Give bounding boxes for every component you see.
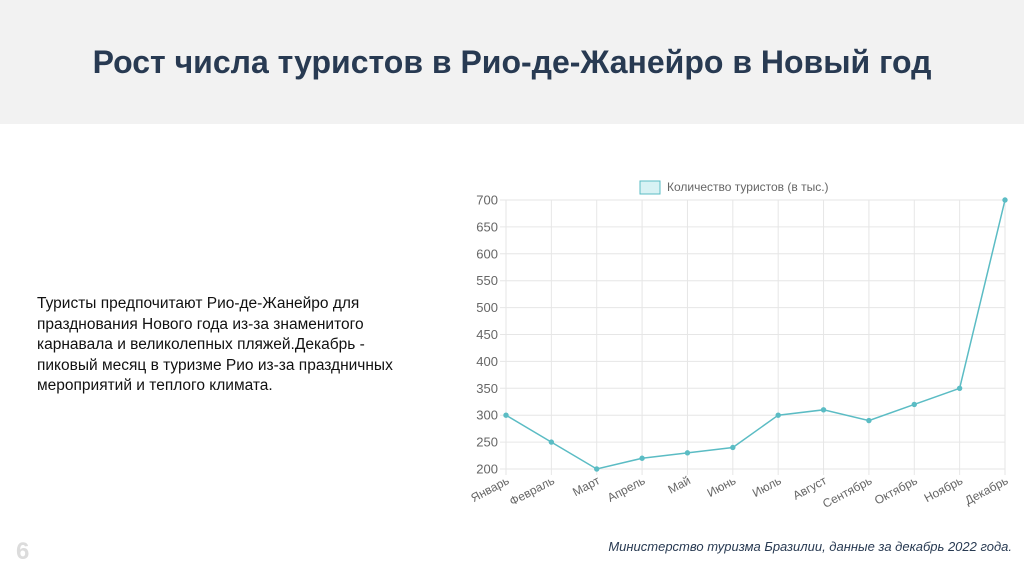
x-tick-label: Сентябрь (820, 473, 874, 511)
data-point (866, 417, 872, 424)
y-tick-label: 300 (476, 408, 498, 423)
slide-title: Рост числа туристов в Рио-де-Жанейро в Н… (92, 44, 932, 80)
x-tick-label: Март (570, 473, 602, 499)
x-tick-label: Октябрь (872, 473, 920, 507)
page-number: 6 (16, 538, 30, 565)
data-point (548, 439, 555, 445)
data-point (911, 401, 917, 408)
x-tick-label: Декабрь (963, 473, 1011, 507)
source-note: Министерство туризма Бразилии, данные за… (608, 539, 1012, 554)
x-tick-label: Июнь (705, 473, 739, 500)
x-tick-label: Ноябрь (922, 473, 965, 505)
data-point (594, 466, 600, 472)
x-tick-label: Апрель (605, 473, 648, 504)
x-tick-label: Февраль (507, 473, 557, 508)
tourist-line-chart: 200 250 300 350 400 450 500 550 600 650 700 ЯнварьФ… (469, 180, 1011, 511)
legend-swatch (639, 180, 661, 195)
data-point (730, 444, 736, 451)
data-point (684, 450, 691, 456)
y-tick-label: 600 (476, 246, 498, 261)
y-tick-label: 450 (476, 327, 498, 342)
y-tick-label: 400 (476, 354, 498, 369)
y-tick-label: 700 (476, 193, 498, 208)
data-point (956, 385, 963, 392)
title-bar (0, 0, 1024, 124)
x-tick-label: Июль (750, 473, 784, 500)
data-point (775, 412, 781, 418)
y-tick-label: 650 (476, 219, 498, 234)
data-point (503, 412, 509, 418)
legend-label: Количество туристов (в тыс.) (667, 180, 829, 194)
y-tick-label: 500 (476, 300, 498, 315)
series-line (505, 199, 1006, 470)
y-tick-label: 550 (476, 273, 498, 288)
y-tick-label: 250 (476, 435, 498, 450)
y-tick-label: 200 (476, 462, 498, 477)
data-point (1002, 197, 1008, 203)
y-tick-label: 350 (476, 381, 498, 396)
x-tick-label: Май (666, 473, 693, 496)
data-point (639, 455, 645, 461)
data-point (820, 407, 827, 413)
x-tick-label: Январь (469, 473, 512, 505)
slide-body-text: Туристы предпочитают Рио-де-Жанейро для … (37, 295, 393, 394)
